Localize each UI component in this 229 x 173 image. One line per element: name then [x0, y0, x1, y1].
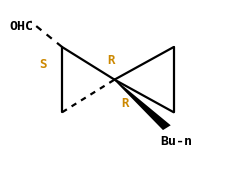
Text: Bu-n: Bu-n [160, 135, 192, 148]
Text: S: S [39, 58, 47, 71]
Text: OHC: OHC [10, 20, 34, 33]
Text: R: R [108, 54, 115, 67]
Text: R: R [121, 97, 129, 110]
Polygon shape [114, 79, 171, 130]
